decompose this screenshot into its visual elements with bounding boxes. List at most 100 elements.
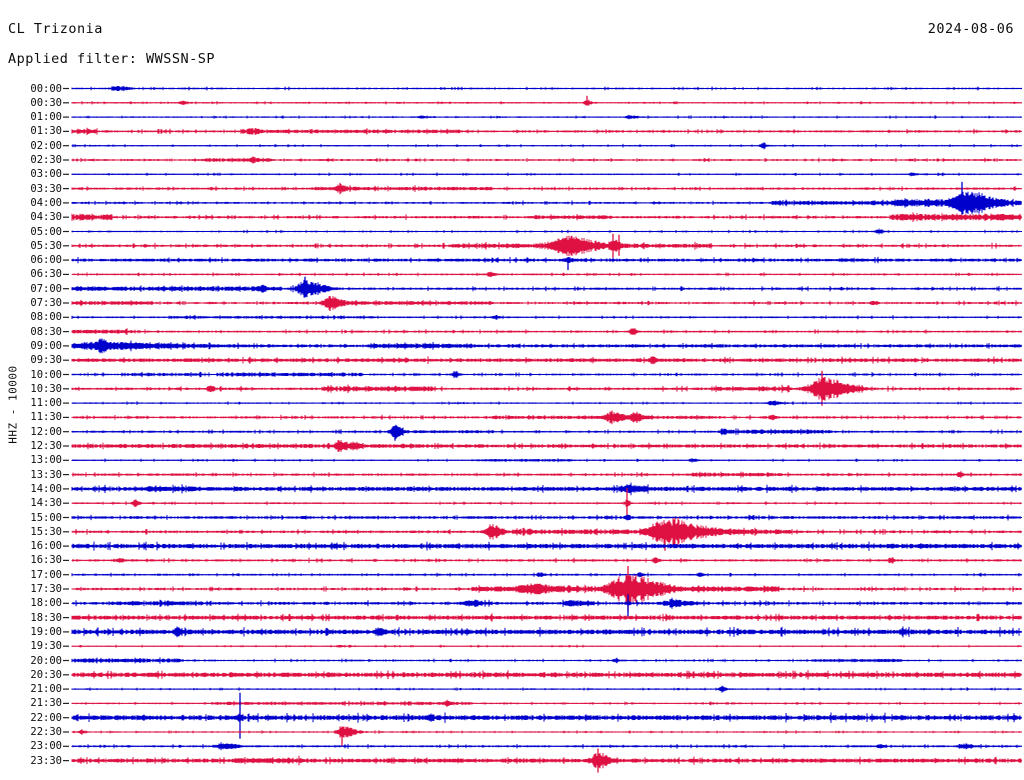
row-time-label: 23:30 [30,754,62,767]
trace-row-11:30 [71,410,1022,425]
axis-tick [63,331,69,333]
row-time-label: 09:30 [30,354,62,367]
axis-tick [63,116,69,118]
time-axis: 00:00 00:30 01:00 01:30 02:00 02:30 03:00 03:30… [0,0,62,780]
row-time-label: 08:30 [30,325,62,338]
axis-tick [63,688,69,690]
trace-row-19:00 [71,626,1022,638]
trace-row-12:00 [71,424,1022,439]
trace-row-21:30 [71,699,1022,707]
trace-row-16:00 [71,541,1022,551]
axis-tick [63,559,69,561]
axis-tick [63,359,69,361]
axis-tick [63,645,69,647]
trace-row-11:00 [71,400,1022,406]
row-time-label: 06:00 [30,254,62,267]
row-time-label: 03:30 [30,182,62,195]
axis-tick [63,145,69,147]
axis-tick [63,545,69,547]
row-time-label: 00:30 [30,96,62,109]
axis-tick [63,474,69,476]
trace-row-08:30 [71,328,1022,335]
row-time-label: 03:00 [30,168,62,181]
trace-row-05:30 [71,235,1022,256]
trace-row-03:00 [71,172,1022,177]
trace-row-22:30 [71,726,1022,738]
trace-row-17:00 [71,572,1022,578]
axis-tick [63,745,69,747]
trace-row-07:30 [71,296,1022,310]
axis-tick [63,431,69,433]
trace-row-10:00 [71,371,1022,378]
row-time-label: 14:00 [30,482,62,495]
axis-tick [63,388,69,390]
axis-tick [63,245,69,247]
axis-tick [63,459,69,461]
trace-row-20:00 [71,657,1022,664]
row-time-label: 11:00 [30,397,62,410]
axis-tick [63,188,69,190]
row-time-label: 19:00 [30,625,62,638]
row-time-label: 23:00 [30,740,62,753]
trace-row-10:30 [71,377,1022,401]
axis-tick [63,516,69,519]
axis-tick [63,202,69,204]
axis-tick [63,259,69,261]
axis-tick [63,288,69,290]
trace-row-06:00 [71,256,1022,264]
row-time-label: 13:00 [30,454,62,467]
row-time-label: 00:00 [30,82,62,95]
trace-row-13:30 [71,471,1022,479]
trace-row-01:00 [71,114,1022,120]
axis-tick [63,602,69,604]
station-title: CL Trizonia [8,21,103,37]
row-time-label: 21:00 [30,683,62,696]
axis-tick [63,159,69,161]
trace-row-13:00 [71,458,1022,463]
axis-tick [63,760,69,762]
axis-tick [63,173,69,175]
row-time-label: 16:30 [30,554,62,567]
trace-row-01:30 [71,127,1022,135]
row-time-label: 16:00 [30,540,62,553]
axis-tick [63,102,69,104]
trace-row-14:00 [71,482,1022,496]
row-time-label: 17:00 [30,568,62,581]
row-time-label: 07:30 [30,297,62,309]
trace-row-12:30 [71,440,1022,452]
trace-row-16:30 [71,557,1022,564]
row-time-label: 04:00 [30,196,62,209]
axis-tick [63,702,69,704]
trace-row-21:00 [71,685,1022,693]
trace-row-18:00 [71,597,1022,609]
axis-tick [63,445,69,447]
row-time-label: 10:00 [30,368,62,381]
axis-tick [63,531,69,533]
row-time-label: 22:30 [30,726,62,738]
date-label: 2024-08-06 [927,21,1014,37]
axis-tick [63,345,69,347]
axis-tick [63,316,69,318]
trace-row-19:30 [71,644,1022,648]
trace-row-00:00 [71,85,1022,92]
trace-row-15:00 [71,514,1022,521]
row-time-label: 05:30 [30,239,62,252]
trace-row-02:00 [71,142,1022,150]
row-time-label: 19:30 [30,640,62,653]
applied-filter-label: Applied filter: WWSSN-SP [8,51,216,67]
row-time-label: 10:30 [30,382,62,395]
trace-row-15:30 [71,517,1022,546]
row-time-label: 07:00 [30,282,62,295]
row-time-label: 22:00 [30,711,62,724]
row-time-label: 02:30 [30,154,62,166]
axis-tick [63,87,69,90]
row-time-label: 06:30 [30,268,62,281]
axis-tick [63,230,69,233]
trace-row-14:30 [71,499,1022,507]
axis-tick [63,373,69,376]
trace-row-09:00 [71,338,1022,354]
axis-tick [63,617,69,619]
axis-tick [63,731,69,733]
